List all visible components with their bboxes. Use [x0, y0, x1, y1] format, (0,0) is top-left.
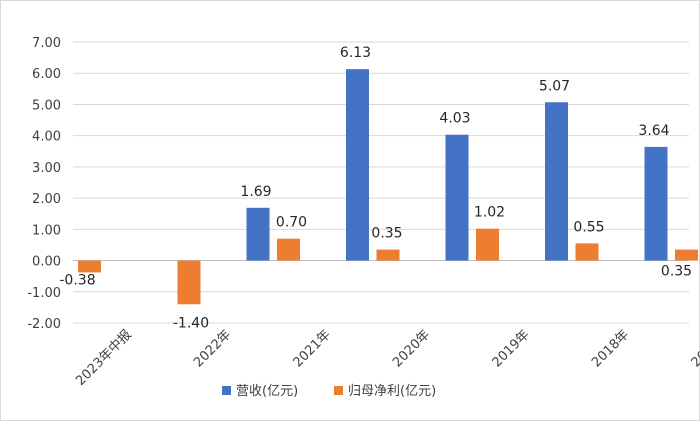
data-label: 6.13: [340, 45, 371, 61]
data-label: 1.69: [240, 184, 271, 200]
data-label: -0.38: [59, 272, 95, 288]
legend-label: 归母净利(亿元): [348, 384, 436, 399]
data-label: 5.07: [539, 78, 570, 94]
bars: [78, 69, 698, 305]
net-profit-bar: [177, 260, 201, 305]
data-labels: 1.696.134.035.073.641.96-0.38-1.400.700.…: [59, 45, 692, 331]
net-profit-bar: [277, 238, 300, 261]
legend: 营收(亿元) 归母净利(亿元): [222, 384, 436, 399]
revenue-bar: [445, 134, 469, 261]
legend-label: 营收(亿元): [236, 384, 298, 399]
revenue-bar: [246, 207, 270, 261]
y-tick-label: 4.00: [32, 130, 61, 145]
data-label: 0.70: [276, 215, 307, 231]
data-label: 0.55: [573, 219, 604, 235]
net-profit-bar: [376, 249, 400, 261]
net-profit-bar: [78, 260, 101, 273]
x-tick-label: 2020年: [390, 327, 433, 370]
x-tick-label: 2017年: [689, 327, 700, 370]
y-tick-label: 2.00: [32, 192, 61, 207]
y-tick-label: -2.00: [27, 317, 61, 332]
x-tick-label: 2022年: [191, 327, 234, 370]
x-tick-label: 2019年: [490, 327, 533, 370]
gridlines: [73, 41, 689, 324]
revenue-bar: [644, 146, 668, 261]
data-label: 0.35: [661, 264, 692, 280]
legend-swatch: [334, 386, 343, 395]
net-profit-bar: [476, 228, 499, 261]
y-tick-label: 5.00: [32, 98, 61, 113]
y-tick-label: -1.00: [27, 286, 61, 301]
revenue-bar: [346, 69, 369, 261]
net-profit-bar: [675, 249, 698, 261]
data-label: 1.02: [474, 205, 505, 221]
revenue-bar: [545, 102, 568, 261]
y-tick-label: 1.00: [32, 223, 61, 238]
x-tick-label: 2021年: [291, 327, 334, 370]
legend-swatch: [222, 386, 231, 395]
data-label: 4.03: [439, 111, 470, 127]
y-tick-label: 3.00: [32, 161, 61, 176]
x-tick-label: 2018年: [589, 327, 632, 370]
net-profit-bar: [575, 243, 599, 261]
y-tick-label: 6.00: [32, 67, 61, 82]
x-axis-ticks: 2023年中报 2022年 2021年 2020年 2019年 2018年 2017年: [73, 327, 700, 389]
y-tick-label: 7.00: [32, 36, 61, 51]
y-axis-ticks: -2.00 -1.00 0.00 1.00 2.00 3.00 4.00 5.00 6.00 7.…: [27, 36, 61, 332]
y-tick-label: 0.00: [32, 255, 61, 270]
data-label: -1.40: [173, 315, 209, 331]
x-tick-label: 2023年中报: [73, 327, 135, 389]
data-label: 3.64: [638, 123, 669, 139]
data-label: 0.35: [371, 226, 402, 242]
